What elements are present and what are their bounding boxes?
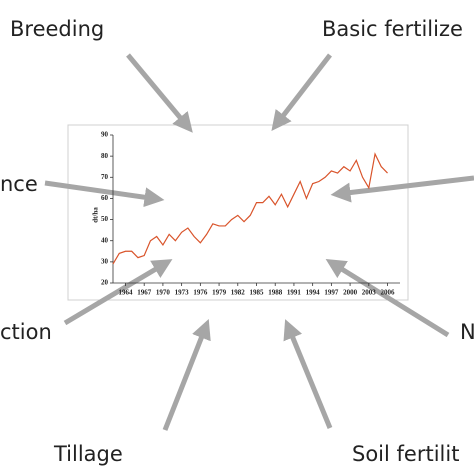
x-tick-label: 2006 <box>381 289 396 297</box>
x-tick-label: 1982 <box>231 289 246 297</box>
y-tick-label: 80 <box>101 152 109 160</box>
arrow <box>330 175 474 203</box>
arrow <box>44 180 165 208</box>
arrow <box>325 259 450 338</box>
y-tick-label: 90 <box>101 131 109 139</box>
x-tick-label: 1979 <box>212 289 227 297</box>
x-tick-label: 1988 <box>268 289 283 297</box>
arrows <box>44 53 474 431</box>
y-tick-label: 20 <box>101 279 109 287</box>
arrow <box>126 53 193 133</box>
x-tick-label: 1976 <box>193 289 208 297</box>
arrow <box>162 319 211 431</box>
arrow <box>63 259 173 326</box>
x-tick-label: 1967 <box>137 289 152 297</box>
y-tick-label: 30 <box>101 257 109 265</box>
x-tick-label: 1997 <box>324 289 339 297</box>
factor-label: ction <box>0 320 52 344</box>
arrow <box>283 319 333 429</box>
x-tick-label: 1973 <box>175 289 190 297</box>
x-tick-label: 2003 <box>362 289 377 297</box>
x-tick-label: 2000 <box>343 289 358 297</box>
y-tick-label: 60 <box>101 194 109 202</box>
x-tick-label: 1964 <box>118 289 133 297</box>
x-tick-label: 1970 <box>156 289 171 297</box>
factor-label: Soil fertilit <box>352 442 459 466</box>
x-tick-label: 1985 <box>250 289 265 297</box>
chart-frame <box>67 124 409 301</box>
factor-label: N <box>460 320 474 344</box>
factor-label: nce <box>0 172 38 196</box>
x-tick-label: 1994 <box>306 289 321 297</box>
arrow <box>271 53 332 131</box>
y-tick-label: 50 <box>101 215 109 223</box>
y-tick-label: 40 <box>101 236 109 244</box>
y-axis-label: dt/ha <box>92 207 100 223</box>
x-tick-label: 1991 <box>287 289 302 297</box>
factor-label: Basic fertilize <box>322 17 463 41</box>
y-tick-label: 70 <box>101 173 109 181</box>
factor-label: Breeding <box>10 17 104 41</box>
data-line <box>112 152 388 265</box>
factor-label: Tillage <box>53 442 123 466</box>
